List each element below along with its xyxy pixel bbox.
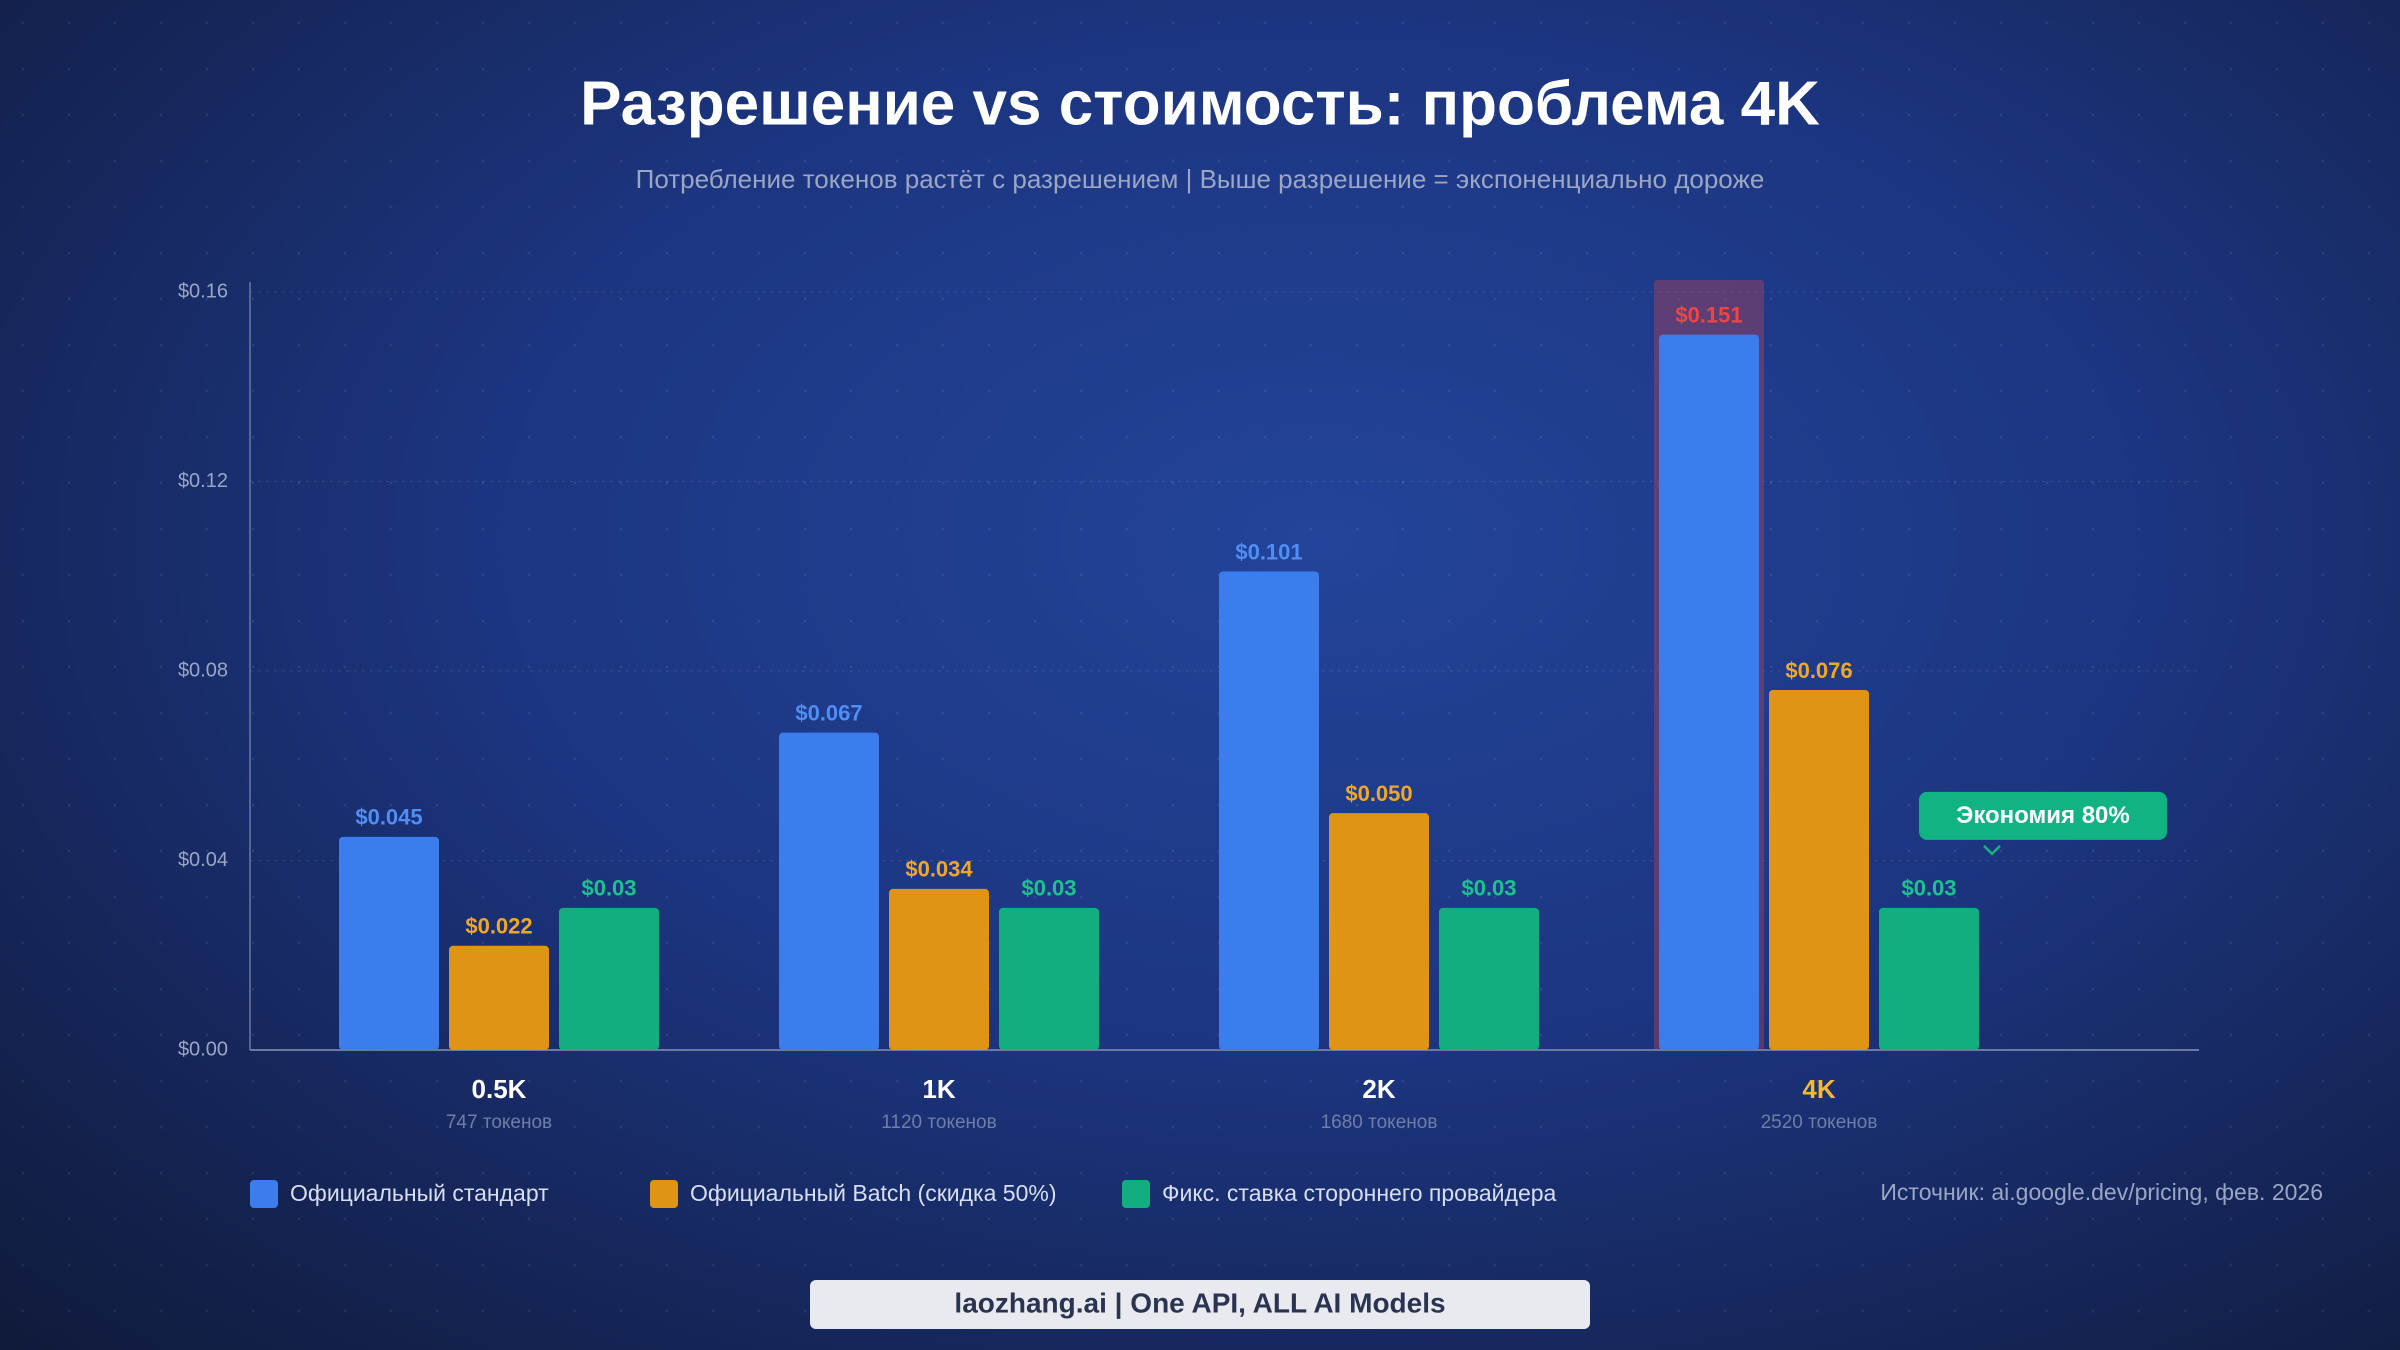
footer: laozhang.ai | One API, ALL AI Models: [954, 1287, 1445, 1318]
y-tick-label: $0.00: [178, 1038, 228, 1060]
bar: [1219, 571, 1319, 1050]
x-tick-note: 2520 токенов: [1761, 1112, 1878, 1133]
bar: [1439, 907, 1539, 1050]
x-tick-label: 2K: [1362, 1074, 1395, 1104]
value-label: $0.050: [1345, 781, 1412, 806]
value-label: $0.03: [1461, 876, 1516, 901]
x-tick-note: 1680 токенов: [1321, 1112, 1438, 1133]
chart-subtitle: Потребление токенов растёт с разрешением…: [636, 164, 1765, 194]
bar: [339, 836, 439, 1050]
bar: [1659, 334, 1759, 1050]
value-label: $0.03: [581, 876, 636, 901]
y-tick-label: $0.12: [178, 470, 228, 492]
y-tick-label: $0.16: [178, 280, 228, 302]
bar: [1329, 813, 1429, 1050]
legend-swatch: [1122, 1180, 1150, 1208]
value-label: $0.067: [795, 700, 862, 725]
footer-box: [810, 1280, 1590, 1329]
annotation-pointer: [1983, 844, 2001, 856]
legend-label: Фикс. ставка стороннего провайдера: [1162, 1180, 1557, 1206]
bar: [449, 945, 549, 1050]
source: Источник: ai.google.dev/pricing, фев. 20…: [1880, 1179, 2323, 1205]
value-label: $0.076: [1785, 658, 1852, 683]
bar: [889, 888, 989, 1050]
value-label: $0.151: [1675, 302, 1742, 327]
y-tick-label: $0.04: [178, 849, 228, 871]
annotation: Экономия 80%: [1956, 802, 2129, 829]
value-label: $0.03: [1021, 876, 1076, 901]
bar: [999, 907, 1099, 1050]
value-label: $0.045: [355, 805, 422, 830]
x-tick-note: 747 токенов: [446, 1112, 552, 1133]
value-label: $0.022: [465, 914, 532, 939]
bar: [1879, 907, 1979, 1050]
value-label: $0.034: [905, 857, 973, 882]
annotation-box: [1919, 791, 2167, 840]
value-label: $0.101: [1235, 539, 1302, 564]
legend-swatch: [250, 1180, 278, 1208]
chart-title: Разрешение vs стоимость: проблема 4K: [580, 69, 1820, 138]
bar: [779, 732, 879, 1050]
x-tick-label: 1K: [922, 1074, 955, 1104]
legend-swatch: [650, 1180, 678, 1208]
x-tick-label: 4K: [1802, 1074, 1835, 1104]
value-label: $0.03: [1901, 876, 1956, 901]
legend-label: Официальный Batch (скидка 50%): [690, 1180, 1056, 1206]
bar: [559, 907, 659, 1050]
x-tick-label: 0.5K: [472, 1074, 527, 1104]
y-tick-label: $0.08: [178, 659, 228, 681]
legend-label: Официальный стандарт: [290, 1180, 549, 1206]
x-tick-note: 1120 токенов: [881, 1112, 996, 1133]
bar: [1769, 689, 1869, 1050]
